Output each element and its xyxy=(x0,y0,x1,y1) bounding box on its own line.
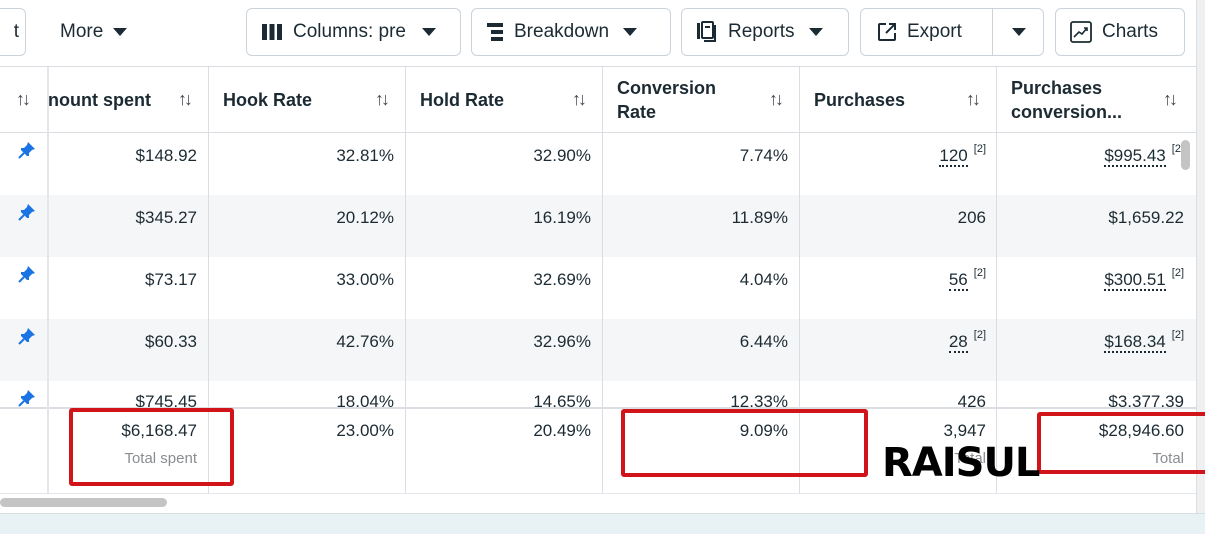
charts-label: Charts xyxy=(1102,21,1158,42)
header-conversion-rate[interactable]: Conversion Rate xyxy=(617,78,717,122)
vertical-scrollbar[interactable] xyxy=(1181,140,1190,170)
sort-icon[interactable]: ↑↓ xyxy=(16,89,31,109)
watermark-text: RAISUL xyxy=(882,440,1040,486)
hold-rate-cell: 16.19% xyxy=(533,208,591,227)
purchases-cell[interactable]: 28 [2] xyxy=(948,329,986,353)
conversion-rate-cell: 6.44% xyxy=(739,332,788,351)
hold-rate-cell: 32.90% xyxy=(533,146,591,165)
total-hook-rate: 23.00% xyxy=(336,421,394,440)
breakdown-label: Breakdown xyxy=(514,21,610,42)
amount-spent-cell: $745.45 xyxy=(135,392,197,411)
hold-rate-cell: 32.69% xyxy=(533,270,591,289)
total-purchases: 3,947 Total xyxy=(943,421,986,467)
toolbar: t More Columns: pre Breakdown Reports Ex… xyxy=(0,0,1205,66)
caret-down-icon xyxy=(113,28,128,36)
conversion-rate-cell: 4.04% xyxy=(739,270,788,289)
charts-button[interactable]: Charts xyxy=(1055,8,1185,56)
table-row[interactable]: $60.33 42.76% 32.96% 6.44% 28 [2] $168.34… xyxy=(0,319,1196,381)
pin-icon[interactable] xyxy=(18,203,36,226)
hook-rate-cell: 42.76% xyxy=(336,332,394,351)
purchases-cell[interactable]: 56 [2] xyxy=(948,267,986,291)
purchases-cell: 206 xyxy=(957,208,986,227)
total-purchases-value: $28,946.60 Total xyxy=(1098,421,1184,467)
breakdown-button[interactable]: Breakdown xyxy=(471,8,671,56)
sort-icon[interactable]: ↑↓ xyxy=(178,89,193,109)
hook-rate-cell: 33.00% xyxy=(336,270,394,289)
partial-left-button[interactable]: t xyxy=(0,8,26,56)
caret-down-icon xyxy=(808,28,823,36)
columns-label: Columns: pre xyxy=(293,21,406,42)
hook-rate-cell: 20.12% xyxy=(336,208,394,227)
bottom-band xyxy=(0,513,1205,534)
conversion-rate-cell: 11.89% xyxy=(731,208,788,227)
sort-icon[interactable]: ↑↓ xyxy=(769,89,784,109)
amount-spent-cell: $73.17 xyxy=(145,270,197,289)
conversion-rate-cell: 12.33% xyxy=(730,392,788,411)
total-amount-spent: $6,168.47 Total spent xyxy=(121,421,197,467)
reports-button[interactable]: Reports xyxy=(681,8,849,56)
header-hold-rate[interactable]: Hold Rate xyxy=(420,90,505,110)
more-button[interactable]: More xyxy=(46,8,146,56)
export-icon xyxy=(877,22,897,42)
header-hook-rate[interactable]: Hook Rate xyxy=(223,90,313,110)
header-purchases[interactable]: Purchases xyxy=(814,90,906,110)
table-row[interactable]: $345.27 20.12% 16.19% 11.89% 206 $1,659.… xyxy=(0,195,1196,257)
caret-down-icon xyxy=(623,28,638,36)
pin-icon[interactable] xyxy=(18,141,36,164)
table-row[interactable]: $745.45 18.04% 14.65% 12.33% 426 $3.377.… xyxy=(0,381,1196,443)
sort-icon[interactable]: ↑↓ xyxy=(966,89,981,109)
sort-icon[interactable]: ↑↓ xyxy=(1163,89,1178,109)
pin-icon[interactable] xyxy=(18,327,36,350)
hook-rate-cell: 18.04% xyxy=(336,392,394,411)
total-conversion-rate: 9.09% xyxy=(739,421,788,440)
hold-rate-cell: 32.96% xyxy=(533,332,591,351)
export-label: Export xyxy=(907,21,962,42)
purchases-cell: 426 xyxy=(957,392,986,411)
pin-icon[interactable] xyxy=(18,389,36,412)
amount-spent-cell: $60.33 xyxy=(145,332,197,351)
table-header: ↑↓ nount spent ↑↓ Hook Rate ↑↓ Hold Rate… xyxy=(0,67,1196,133)
split-divider xyxy=(992,8,993,56)
purchases-value-cell[interactable]: $168.34 [2] xyxy=(1104,329,1184,353)
export-button[interactable]: Export xyxy=(860,8,1044,56)
export-main-button[interactable]: Export xyxy=(861,9,992,55)
columns-button[interactable]: Columns: pre xyxy=(246,8,461,56)
total-hold-rate: 20.49% xyxy=(533,421,591,440)
hold-rate-cell: 14.65% xyxy=(533,392,591,411)
columns-icon xyxy=(261,23,283,41)
horizontal-scroll-track xyxy=(0,493,1196,513)
line-chart-icon xyxy=(1070,21,1092,43)
right-edge-panel xyxy=(1196,0,1205,534)
amount-spent-cell: $345.27 xyxy=(135,208,197,227)
header-purchases-conversion-value[interactable]: Purchases conversion... xyxy=(1011,78,1123,122)
purchases-value-cell: $1,659.22 xyxy=(1108,208,1184,227)
caret-down-icon xyxy=(1011,28,1026,36)
hook-rate-cell: 32.81% xyxy=(336,146,394,165)
caret-down-icon xyxy=(422,28,436,36)
sort-icon[interactable]: ↑↓ xyxy=(375,89,390,109)
table-row[interactable]: $148.92 32.81% 32.90% 7.74% 120 [2] $995.… xyxy=(0,133,1196,195)
purchases-value-cell[interactable]: $995.43 [2] xyxy=(1104,143,1184,167)
sort-icon[interactable]: ↑↓ xyxy=(572,89,587,109)
reports-icon xyxy=(696,21,718,43)
purchases-value-cell: $3.377.39 xyxy=(1108,392,1184,411)
highlight-total-value xyxy=(1037,412,1205,474)
amount-spent-cell: $148.92 xyxy=(135,146,197,165)
breakdown-icon xyxy=(486,22,504,42)
purchases-value-cell[interactable]: $300.51 [2] xyxy=(1104,267,1184,291)
table-row[interactable]: $73.17 33.00% 32.69% 4.04% 56 [2] $300.51… xyxy=(0,257,1196,319)
conversion-rate-cell: 7.74% xyxy=(739,146,788,165)
data-table: $148.92 32.81% 32.90% 7.74% 120 [2] $995.… xyxy=(0,66,1196,493)
export-dropdown-button[interactable] xyxy=(993,9,1044,55)
purchases-cell[interactable]: 120 [2] xyxy=(939,143,986,167)
reports-label: Reports xyxy=(728,21,795,42)
highlight-conversion-rate xyxy=(621,409,868,477)
partial-left-label: t xyxy=(13,21,19,42)
highlight-total-spent xyxy=(69,408,234,486)
more-label: More xyxy=(60,21,104,42)
pin-icon[interactable] xyxy=(18,265,36,288)
horizontal-scrollbar[interactable] xyxy=(0,498,167,507)
header-amount-spent[interactable]: nount spent xyxy=(48,90,151,110)
